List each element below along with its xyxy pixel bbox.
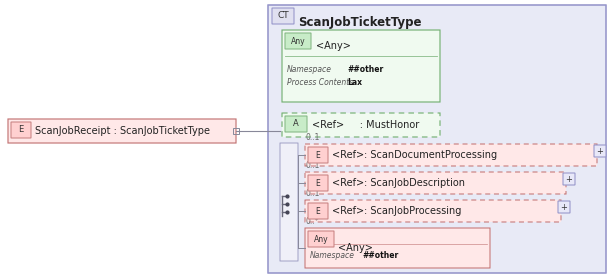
Text: +: + (566, 175, 573, 183)
Text: E: E (316, 178, 320, 188)
FancyBboxPatch shape (11, 122, 31, 138)
Text: <Any>: <Any> (316, 41, 351, 51)
Text: : ScanJobDescription: : ScanJobDescription (364, 178, 465, 188)
FancyBboxPatch shape (558, 201, 570, 213)
FancyBboxPatch shape (280, 143, 298, 261)
Text: <Ref>: <Ref> (332, 206, 364, 216)
Text: E: E (18, 125, 24, 135)
FancyBboxPatch shape (305, 200, 561, 222)
FancyBboxPatch shape (308, 203, 328, 219)
Text: Any: Any (313, 235, 328, 243)
Text: 0..*: 0..* (306, 217, 320, 226)
FancyBboxPatch shape (282, 30, 440, 102)
FancyBboxPatch shape (308, 147, 328, 163)
FancyBboxPatch shape (272, 8, 294, 24)
FancyBboxPatch shape (308, 175, 328, 191)
Text: : ScanJobProcessing: : ScanJobProcessing (364, 206, 461, 216)
Text: ##other: ##other (347, 65, 383, 74)
Text: <Ref>: <Ref> (332, 150, 364, 160)
Text: ScanJobReceipt : ScanJobTicketType: ScanJobReceipt : ScanJobTicketType (35, 126, 210, 136)
FancyBboxPatch shape (305, 144, 597, 166)
Text: +: + (560, 202, 568, 212)
FancyBboxPatch shape (305, 172, 566, 194)
Text: Lax: Lax (347, 78, 362, 87)
Text: Process Contents: Process Contents (287, 78, 353, 87)
Text: Namespace: Namespace (310, 250, 355, 260)
FancyBboxPatch shape (305, 228, 490, 268)
Text: : ScanDocumentProcessing: : ScanDocumentProcessing (364, 150, 497, 160)
Text: <Ref>: <Ref> (332, 178, 364, 188)
Text: ##other: ##other (362, 250, 398, 260)
FancyBboxPatch shape (594, 145, 606, 157)
FancyBboxPatch shape (285, 33, 311, 49)
FancyBboxPatch shape (282, 113, 440, 137)
Bar (233, 128, 239, 134)
FancyBboxPatch shape (563, 173, 575, 185)
FancyBboxPatch shape (8, 119, 236, 143)
FancyBboxPatch shape (285, 116, 307, 132)
Text: 0..1: 0..1 (306, 161, 320, 170)
Text: <Ref>     : MustHonor: <Ref> : MustHonor (312, 120, 419, 130)
Text: Namespace: Namespace (287, 65, 332, 74)
Text: E: E (316, 206, 320, 216)
Text: A: A (293, 119, 299, 129)
Text: CT: CT (277, 12, 289, 20)
FancyBboxPatch shape (268, 5, 606, 273)
Text: Any: Any (291, 37, 306, 45)
Text: E: E (316, 150, 320, 160)
FancyBboxPatch shape (308, 231, 334, 247)
Text: +: + (596, 147, 604, 155)
Text: 0..1: 0..1 (306, 133, 320, 142)
Text: 0..1: 0..1 (306, 189, 320, 198)
Text: ScanJobTicketType: ScanJobTicketType (298, 16, 422, 29)
Text: <Any>: <Any> (338, 243, 373, 253)
